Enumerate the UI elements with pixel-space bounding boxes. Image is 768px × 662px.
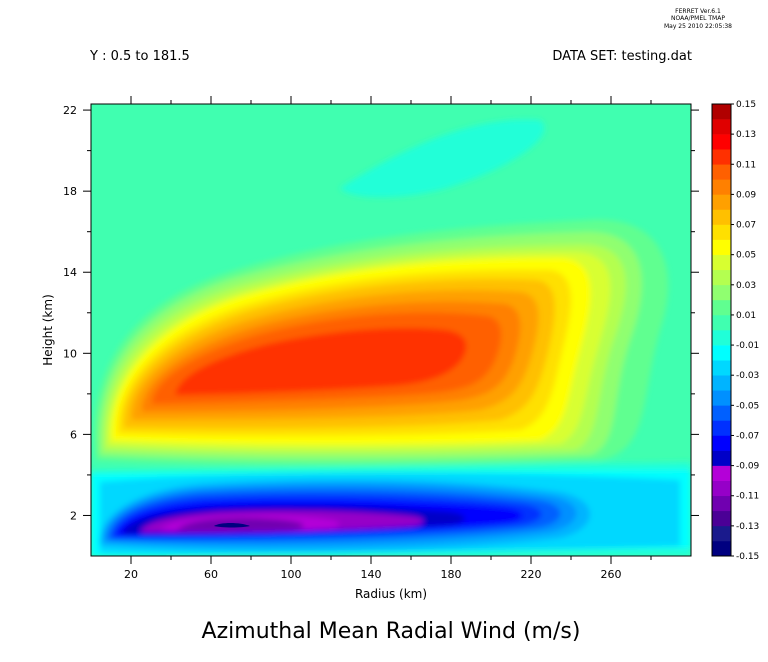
y-tick-label: 18	[63, 185, 77, 198]
colorbar-swatch	[712, 525, 731, 542]
colorbar-swatch	[712, 194, 731, 210]
y-tick-label: 22	[63, 104, 77, 117]
colorbar-swatch	[712, 209, 731, 225]
colorbar-swatch	[712, 239, 731, 255]
x-tick-label: 180	[441, 568, 462, 581]
x-axis-title: Radius (km)	[355, 587, 427, 601]
colorbar-label: -0.11	[736, 492, 759, 502]
chart-title: Azimuthal Mean Radial Wind (m/s)	[202, 619, 581, 644]
contour-0.11	[175, 328, 467, 395]
colorbar-swatch	[712, 104, 731, 120]
colorbar-label: -0.07	[736, 431, 759, 441]
colorbar-swatch	[712, 495, 731, 512]
colorbar-swatch	[712, 149, 731, 165]
colorbar-swatch	[712, 345, 731, 361]
y-tick-label: 14	[63, 266, 77, 279]
colorbar-swatch	[712, 299, 731, 316]
colorbar-swatch	[712, 435, 731, 451]
colorbar-swatch	[712, 450, 731, 466]
colorbar-swatch	[712, 330, 731, 346]
x-axis-ticks: 20 60 100 140 180 220 260	[124, 96, 652, 581]
x-tick-label: 20	[124, 568, 138, 581]
timestamp-label: May 25 2010 22:05:38	[664, 23, 732, 30]
y-axis-ticks: 2 6 10 14 18 22	[63, 104, 699, 522]
y-range-label: Y : 0.5 to 181.5	[89, 49, 190, 64]
ferret-version: FERRET Ver.6.1	[675, 8, 721, 15]
colorbar-label: -0.03	[736, 371, 759, 381]
colorbar-label: 0.15	[736, 100, 756, 110]
x-tick-label: 60	[204, 568, 218, 581]
y-tick-label: 10	[63, 347, 77, 360]
y-tick-label: 6	[70, 428, 77, 441]
colorbar: 0.15 0.13 0.11 0.09 0.07 0.05 0.03 0.01 -0.01 -0.…	[711, 100, 760, 562]
colorbar-swatch	[712, 540, 731, 557]
colorbar-swatch	[712, 164, 731, 180]
colorbar-frame	[711, 103, 732, 557]
plot-frame	[90, 103, 692, 557]
colorbar-swatch	[712, 284, 731, 301]
x-tick-label: 140	[361, 568, 382, 581]
x-tick-label: 100	[281, 568, 302, 581]
colorbar-label: -0.01	[736, 341, 759, 351]
colorbar-label: 0.01	[736, 311, 756, 321]
colorbar-swatch	[712, 510, 731, 527]
colorbar-label: 0.05	[736, 251, 756, 261]
colorbar-swatch	[712, 480, 731, 497]
colorbar-swatch	[712, 465, 731, 481]
colorbar-label: 0.03	[736, 281, 756, 291]
y-tick-label: 2	[70, 509, 77, 522]
colorbar-swatch	[712, 224, 731, 240]
colorbar-label: 0.07	[736, 221, 756, 231]
colorbar-swatch	[712, 269, 731, 286]
colorbar-swatch	[712, 119, 731, 135]
institution-label: NOAA/PMEL TMAP	[671, 15, 725, 22]
colorbar-label: -0.13	[736, 522, 759, 532]
dataset-label: DATA SET: testing.dat	[552, 49, 692, 64]
contour-neg-0.14	[214, 523, 250, 528]
colorbar-swatch	[712, 390, 731, 406]
x-tick-label: 260	[601, 568, 622, 581]
colorbar-label: 0.11	[736, 160, 756, 170]
y-axis-title: Height (km)	[41, 294, 55, 365]
colorbar-label: -0.05	[736, 401, 759, 411]
colorbar-swatch	[712, 360, 731, 376]
colorbar-label: -0.15	[736, 552, 759, 562]
colorbar-label: -0.09	[736, 462, 760, 472]
colorbar-swatch	[712, 179, 731, 195]
colorbar-swatch	[712, 405, 731, 421]
colorbar-label: 0.09	[736, 190, 756, 200]
colorbar-swatch	[712, 375, 731, 391]
contour-field	[91, 104, 691, 556]
colorbar-label: 0.13	[736, 130, 756, 140]
colorbar-swatch	[712, 420, 731, 436]
colorbar-swatch	[712, 314, 731, 331]
x-tick-label: 220	[521, 568, 542, 581]
colorbar-swatch	[712, 254, 731, 271]
colorbar-swatch	[712, 134, 731, 150]
upper-negative-zone	[340, 119, 545, 198]
